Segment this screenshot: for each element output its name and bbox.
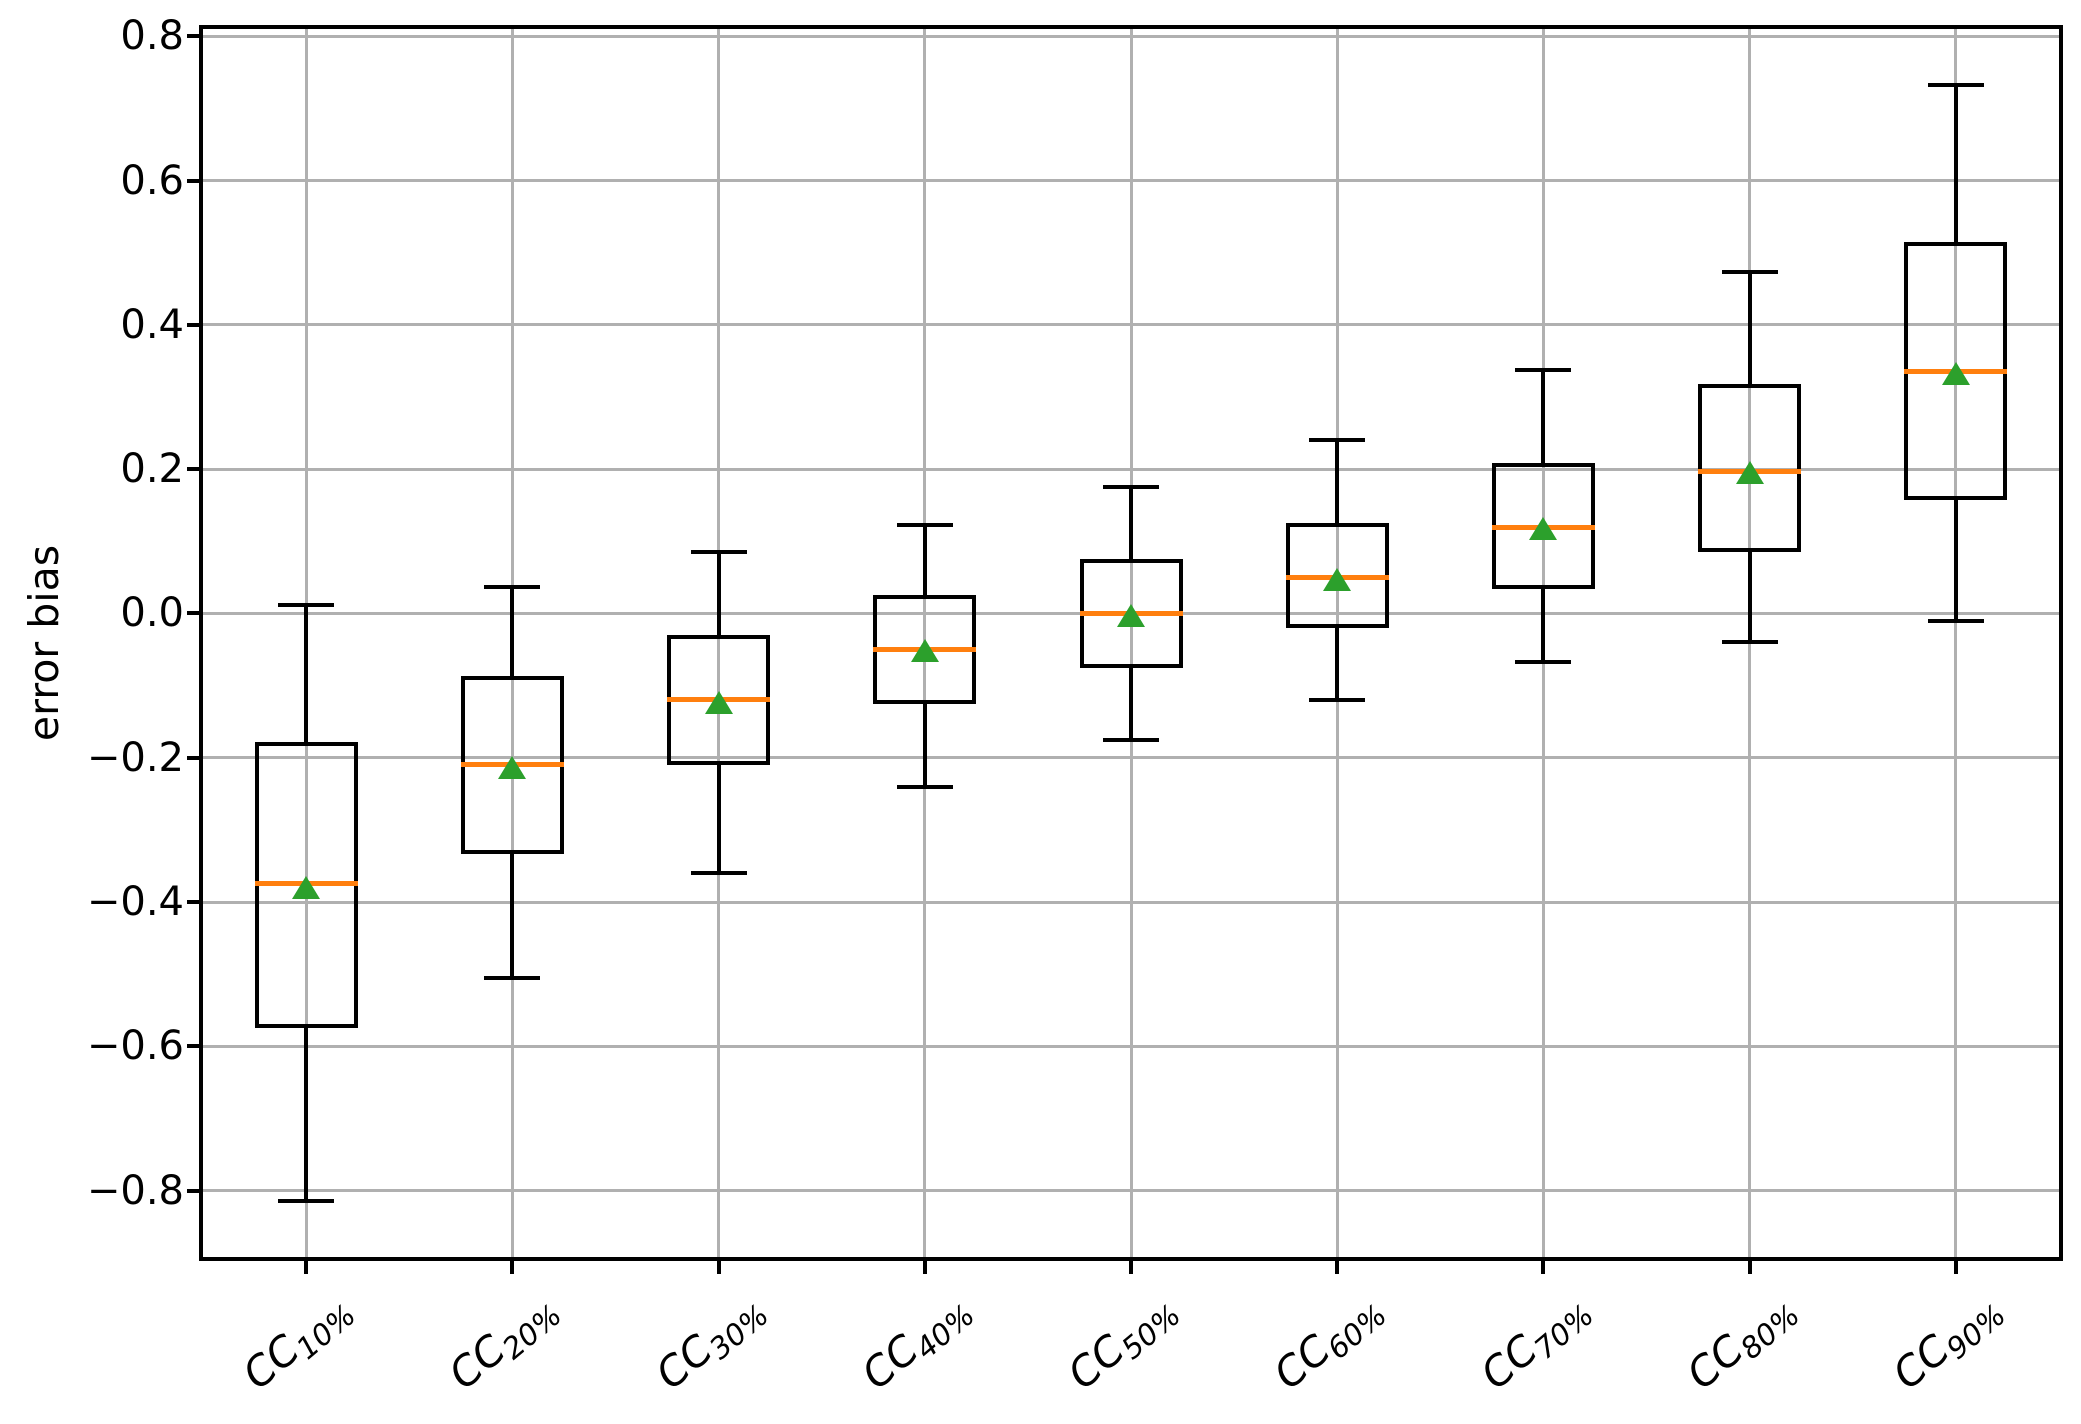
y-tick-label: −0.4 — [86, 879, 184, 926]
x-tick-label: CC60% — [1265, 1283, 1393, 1403]
y-tick-mark — [187, 322, 199, 327]
upper-whisker-cap — [278, 602, 335, 607]
plot-canvas — [203, 29, 2059, 1257]
y-tick-mark — [187, 178, 199, 183]
y-tick-mark — [187, 34, 199, 39]
x-tick-label: CC70% — [1471, 1283, 1599, 1403]
upper-whisker-cap — [896, 523, 953, 528]
y-tick-mark — [187, 900, 199, 905]
x-tick-label: CC40% — [853, 1283, 981, 1403]
plot-area — [199, 25, 2063, 1261]
y-axis-label: error bias — [20, 544, 68, 742]
lower-whisker-cap — [278, 1199, 335, 1204]
x-tick-label: CC50% — [1059, 1283, 1187, 1403]
x-tick-mark — [1129, 1261, 1133, 1274]
x-tick-mark — [716, 1261, 721, 1274]
lower-whisker-cap — [896, 784, 953, 789]
upper-whisker-line — [1335, 440, 1340, 524]
mean-marker — [910, 639, 939, 663]
lower-whisker-cap — [1103, 737, 1159, 742]
upper-whisker-line — [1747, 272, 1752, 384]
upper-whisker-line — [1129, 487, 1133, 560]
mean-marker — [1323, 568, 1352, 591]
upper-whisker-line — [510, 586, 515, 677]
mean-marker — [1117, 604, 1145, 628]
x-tick-mark — [1953, 1261, 1958, 1274]
upper-whisker-line — [922, 525, 927, 596]
x-tick-label: CC10% — [234, 1283, 362, 1403]
lower-whisker-cap — [690, 871, 747, 876]
y-tick-label: −0.6 — [86, 1023, 184, 1070]
upper-whisker-cap — [1309, 438, 1366, 443]
lower-whisker-cap — [1309, 697, 1366, 702]
x-tick-mark — [1541, 1261, 1546, 1274]
x-tick-mark — [304, 1261, 309, 1274]
mean-marker — [1941, 362, 1970, 386]
mean-marker — [704, 690, 733, 714]
upper-whisker-line — [1953, 84, 1958, 242]
upper-whisker-line — [304, 604, 309, 742]
lower-whisker-line — [304, 1028, 309, 1202]
y-tick-label: −0.2 — [86, 734, 184, 781]
x-grid-line — [717, 29, 721, 1257]
y-tick-mark — [187, 1188, 199, 1193]
lower-whisker-line — [1335, 627, 1340, 700]
y-tick-label: 0.2 — [120, 446, 184, 493]
y-tick-mark — [187, 611, 199, 616]
y-tick-mark — [187, 755, 199, 760]
upper-whisker-line — [1541, 370, 1546, 464]
lower-whisker-line — [1541, 588, 1546, 663]
lower-whisker-line — [1747, 552, 1752, 643]
y-tick-label: 0.6 — [120, 157, 184, 204]
upper-whisker-cap — [1927, 82, 1984, 87]
x-tick-label: CC20% — [440, 1283, 568, 1403]
y-tick-label: 0.4 — [120, 301, 184, 348]
upper-whisker-line — [716, 552, 721, 636]
iqr-box — [1698, 383, 1802, 553]
x-tick-mark — [1747, 1261, 1752, 1274]
mean-marker — [1529, 516, 1558, 540]
y-tick-label: 0.8 — [120, 13, 184, 60]
x-tick-label: CC30% — [646, 1283, 774, 1403]
upper-whisker-cap — [1515, 368, 1572, 373]
x-tick-label: CC80% — [1678, 1283, 1806, 1403]
mean-marker — [1735, 461, 1764, 485]
lower-whisker-cap — [1927, 618, 1984, 623]
x-tick-mark — [922, 1261, 927, 1274]
x-tick-mark — [1335, 1261, 1340, 1274]
upper-whisker-cap — [1103, 485, 1159, 490]
upper-whisker-cap — [690, 550, 747, 555]
upper-whisker-cap — [484, 584, 541, 589]
lower-whisker-cap — [1515, 660, 1572, 665]
lower-whisker-cap — [1721, 640, 1778, 645]
lower-whisker-line — [510, 853, 515, 978]
y-tick-mark — [187, 467, 199, 472]
lower-whisker-line — [1953, 500, 1958, 621]
lower-whisker-line — [1129, 667, 1133, 740]
lower-whisker-line — [716, 764, 721, 874]
x-tick-label: CC90% — [1884, 1283, 2012, 1403]
x-tick-mark — [510, 1261, 515, 1274]
lower-whisker-line — [922, 703, 927, 787]
mean-marker — [292, 876, 321, 900]
y-tick-mark — [187, 1044, 199, 1049]
x-grid-line — [1954, 29, 1958, 1257]
lower-whisker-cap — [484, 975, 541, 980]
x-grid-line — [1129, 29, 1133, 1257]
upper-whisker-cap — [1721, 270, 1778, 275]
y-tick-label: −0.8 — [86, 1167, 184, 1214]
mean-marker — [498, 755, 527, 779]
y-tick-label: 0.0 — [120, 590, 184, 637]
